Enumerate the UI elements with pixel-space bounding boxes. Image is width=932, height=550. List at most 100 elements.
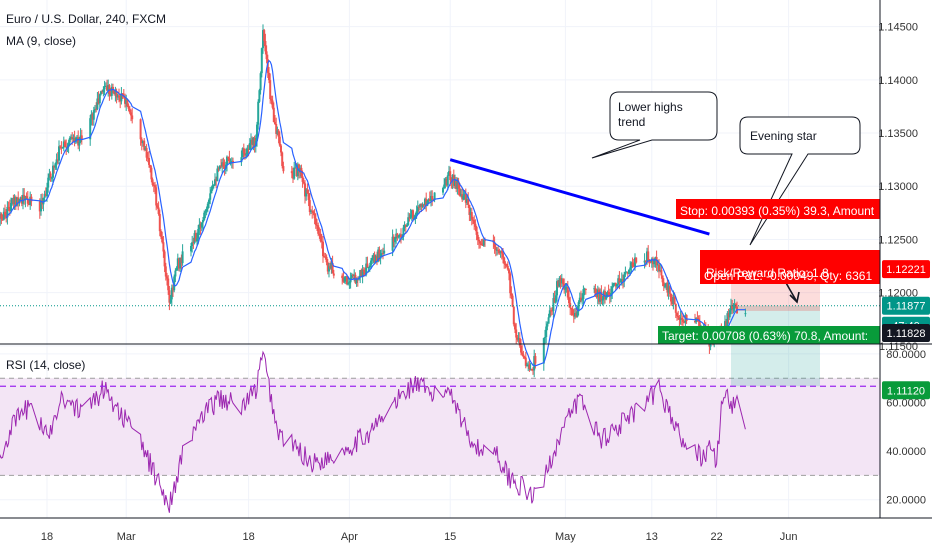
candle-body [660,269,663,276]
candle-body [22,194,24,204]
candle-body [181,251,184,264]
candle-body [208,199,210,204]
candle-body [139,119,142,140]
candle-body [154,185,156,188]
candle-body [557,281,560,287]
candle-body [252,137,255,145]
candle-body [451,174,454,183]
candle-body [724,321,726,330]
candle-body [119,97,122,102]
candle-body [107,85,110,91]
candle-body [192,241,195,243]
candle-body [576,311,579,317]
candle-body [38,201,41,212]
rsi-line [0,350,746,513]
candle-body [306,189,309,194]
candle-body [474,223,477,227]
price-tag-bg [882,323,930,342]
candle-body [144,147,147,150]
candle-body [260,48,263,74]
candle-body [292,173,294,179]
candle-body [205,208,208,212]
price-tag-bg [882,381,930,400]
candle-body [610,292,612,297]
candle-body [323,256,326,258]
candle-body [162,242,165,252]
candle-body [406,225,408,227]
candle-body [394,238,396,243]
candle-body [282,166,285,172]
candle-body [533,356,536,371]
candle-body [478,239,480,242]
ma-legend[interactable]: MA (9, close) [6,34,77,48]
candle-body [89,118,92,140]
candle-body [40,200,42,212]
candle-body [619,280,622,283]
candle-body [241,148,244,158]
candle-body [509,273,512,294]
candle-body [581,299,584,301]
candle-body [245,154,248,156]
candle-body [402,227,405,237]
candle-body [504,263,507,265]
candle-body [407,217,410,226]
candle-body [629,267,632,270]
candle-body [257,101,260,125]
candle-body [527,364,530,366]
candle-body [458,188,461,196]
candle-body [670,293,672,302]
candle-body [676,312,678,316]
candle-body [683,321,686,323]
candle-body [11,198,14,204]
candle-body [203,212,206,220]
candle-body [730,305,732,311]
candle-body [26,198,29,204]
candle-body [167,278,170,291]
candle-body [600,292,603,301]
candle-body [223,166,226,169]
rsi-legend[interactable]: RSI (14, close) [6,358,86,372]
candle-body [174,270,177,277]
candle-body [461,194,464,200]
candle-body [211,185,214,190]
candle-body [667,286,670,293]
candle-body [416,206,419,212]
candle-body [71,137,74,140]
candle-body [212,184,215,186]
candle-body [482,239,485,246]
candle-body [362,269,365,272]
candle-body [157,207,160,214]
candle-body [479,241,482,244]
candle-body [544,337,546,339]
candle-body [418,206,420,208]
symbol-title[interactable]: Euro / U.S. Dollar, 240, FXCM [6,12,167,26]
ma-9-line [5,59,746,367]
candle-body [360,270,363,277]
candle-body [673,297,676,304]
candle-body [726,313,729,329]
candle-body [480,243,483,245]
candle-body [630,262,633,268]
candle-body [8,207,11,212]
candle-body [511,295,514,307]
candle-body [468,204,471,215]
candle-body [431,195,434,199]
candle-body [118,95,120,98]
candle-body [298,164,300,173]
candle-body [161,236,164,243]
candle-body [649,261,652,263]
candle-body [48,173,51,178]
candle-body [554,295,557,303]
candle-body [44,193,47,197]
rsi-band [0,377,880,476]
time-tick-label: 15 [444,531,456,543]
candle-body [521,352,524,355]
candle-body [91,113,94,120]
candle-body [371,257,374,261]
candle-body [433,192,436,200]
candle-body [415,211,418,216]
candle-body [731,305,734,309]
